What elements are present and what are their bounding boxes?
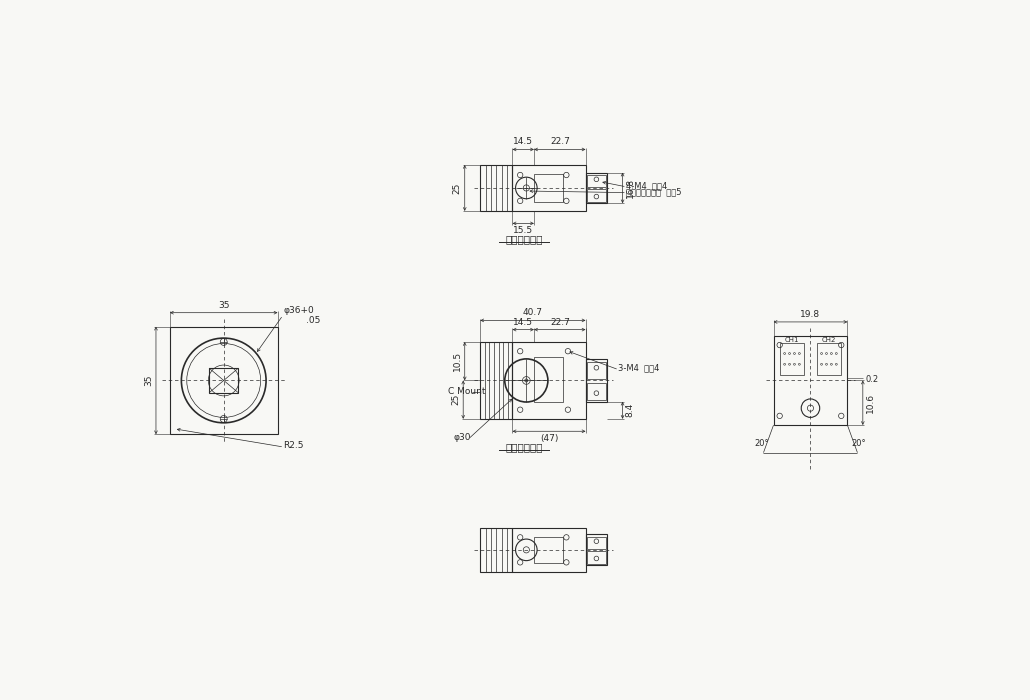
Bar [586, 535, 607, 566]
Bar [587, 362, 606, 379]
Text: 14.5: 14.5 [513, 318, 534, 326]
Text: 22.7: 22.7 [550, 137, 570, 146]
Text: 20°: 20° [852, 440, 866, 449]
Bar [774, 336, 848, 425]
Text: 35: 35 [144, 374, 152, 386]
Text: 40.7: 40.7 [523, 308, 543, 317]
Text: 14.5: 14.5 [513, 137, 534, 146]
Bar [587, 384, 606, 400]
Text: C Mount: C Mount [448, 388, 485, 396]
Text: 22.7: 22.7 [550, 318, 570, 326]
Bar [587, 190, 606, 202]
Bar [513, 528, 586, 572]
Bar [817, 343, 842, 375]
Text: R2.5: R2.5 [283, 442, 304, 450]
Bar [587, 175, 606, 187]
Bar [780, 343, 804, 375]
Text: 16.8: 16.8 [625, 178, 634, 198]
Bar [513, 165, 586, 211]
Text: 35: 35 [218, 300, 230, 309]
Text: φ36+0
        .05: φ36+0 .05 [283, 306, 320, 326]
Bar [513, 342, 586, 419]
Text: (47): (47) [540, 434, 558, 443]
Bar [480, 528, 513, 572]
Text: 20°: 20° [755, 440, 769, 449]
Text: 対面同一形状: 対面同一形状 [506, 442, 543, 452]
Bar [480, 342, 513, 419]
Text: 10.5: 10.5 [452, 351, 461, 371]
Bar [534, 174, 563, 202]
Bar [209, 368, 238, 393]
Bar [586, 172, 607, 203]
Text: 15.5: 15.5 [513, 227, 534, 235]
Bar [587, 552, 606, 564]
Bar [586, 359, 607, 402]
Bar [534, 537, 563, 563]
Text: カメラ三脚ネジ  深さ5: カメラ三脚ネジ 深さ5 [625, 188, 681, 196]
Text: 8.4: 8.4 [625, 403, 634, 417]
Text: 10.6: 10.6 [866, 393, 874, 413]
Text: 25: 25 [452, 182, 461, 194]
Text: 0.2: 0.2 [865, 374, 879, 384]
Text: φ30: φ30 [453, 433, 471, 442]
Bar [587, 537, 606, 549]
Text: 19.8: 19.8 [800, 310, 821, 319]
Text: 25: 25 [451, 394, 460, 405]
Bar [534, 357, 563, 402]
Text: 対面同一形状: 対面同一形状 [506, 234, 543, 244]
Text: 4-M4  深さ4: 4-M4 深さ4 [625, 181, 666, 190]
Bar [170, 326, 278, 434]
Text: CH2: CH2 [822, 337, 836, 343]
Text: 3-M4  深さ4: 3-M4 深さ4 [618, 363, 659, 372]
Bar [480, 165, 513, 211]
Text: CH1: CH1 [785, 337, 799, 343]
